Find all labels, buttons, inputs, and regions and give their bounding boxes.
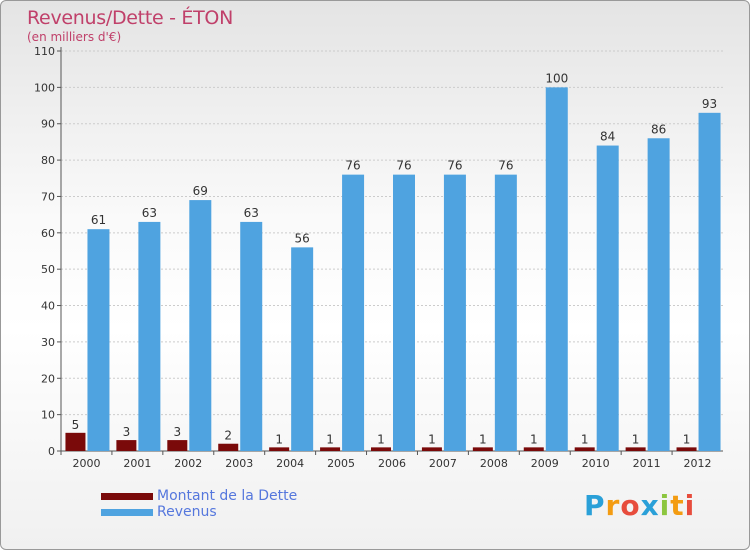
data-label-revenus: 56 [295, 231, 310, 245]
x-tick-label: 2007 [429, 457, 457, 470]
logo-letter: i [684, 489, 696, 522]
logo-letter: i [659, 489, 671, 522]
bar-dette [625, 447, 646, 451]
data-label-dette: 1 [326, 432, 334, 446]
bar-revenus [596, 145, 619, 451]
y-tick-label: 20 [41, 372, 55, 385]
y-tick-label: 90 [41, 118, 55, 131]
bar-dette [269, 447, 290, 451]
data-label-revenus: 76 [396, 159, 411, 173]
data-label-dette: 2 [224, 429, 232, 443]
x-tick-label: 2002 [174, 457, 202, 470]
y-tick-label: 40 [41, 300, 55, 313]
data-label-revenus: 63 [142, 206, 157, 220]
bar-dette [167, 440, 188, 451]
y-tick-label: 70 [41, 190, 55, 203]
data-label-revenus: 93 [702, 97, 717, 111]
x-tick-label: 2011 [633, 457, 661, 470]
y-tick-label: 10 [41, 409, 55, 422]
data-label-revenus: 76 [498, 159, 513, 173]
data-label-dette: 1 [275, 432, 283, 446]
y-tick-label: 110 [34, 45, 55, 58]
y-tick-label: 30 [41, 336, 55, 349]
data-label-revenus: 63 [244, 206, 259, 220]
y-tick-label: 50 [41, 263, 55, 276]
legend-swatch-revenus [101, 509, 153, 516]
bar-revenus [291, 247, 314, 451]
data-label-dette: 1 [530, 432, 538, 446]
data-label-revenus: 69 [193, 184, 208, 198]
y-tick-label: 80 [41, 154, 55, 167]
data-label-revenus: 76 [447, 159, 462, 173]
proxiti-logo: Proxiti [584, 489, 695, 522]
bar-revenus [494, 174, 517, 452]
bar-dette [676, 447, 697, 451]
data-label-dette: 1 [683, 432, 691, 446]
bar-revenus [342, 174, 365, 452]
data-label-revenus: 61 [91, 213, 106, 227]
x-tick-label: 2009 [531, 457, 559, 470]
x-tick-label: 2005 [327, 457, 355, 470]
x-tick-label: 2012 [684, 457, 712, 470]
x-tick-label: 2003 [225, 457, 253, 470]
data-label-dette: 5 [72, 418, 80, 432]
bar-dette [523, 447, 544, 451]
data-label-dette: 1 [632, 432, 640, 446]
chart-subtitle: (en milliers d'€) [27, 30, 122, 44]
bar-dette [421, 447, 442, 451]
bar-revenus [443, 174, 466, 452]
data-label-revenus: 76 [345, 159, 360, 173]
logo-letter: r [605, 489, 621, 522]
bar-dette [116, 440, 137, 451]
legend-label-revenus: Revenus [157, 504, 217, 520]
x-tick-label: 2008 [480, 457, 508, 470]
bar-dette [65, 432, 86, 451]
y-tick-label: 100 [34, 81, 55, 94]
chart-title: Revenus/Dette - ÉTON [27, 7, 233, 29]
logo-letter: P [584, 489, 606, 522]
data-label-revenus: 100 [545, 71, 568, 85]
x-tick-label: 2004 [276, 457, 304, 470]
logo-letter: o [620, 489, 641, 522]
legend-label-dette: Montant de la Dette [157, 488, 298, 504]
x-tick-label: 2010 [582, 457, 610, 470]
bar-revenus [189, 200, 212, 451]
bar-dette [371, 447, 391, 451]
logo-letter: x [640, 489, 660, 522]
data-label-dette: 3 [123, 425, 131, 439]
bar-revenus [87, 229, 110, 451]
bar-revenus [240, 221, 263, 451]
data-label-revenus: 84 [600, 130, 615, 144]
data-label-dette: 1 [428, 432, 436, 446]
data-label-dette: 1 [581, 432, 589, 446]
data-label-dette: 1 [479, 432, 487, 446]
bar-dette [574, 447, 595, 451]
y-tick-label: 60 [41, 227, 55, 240]
x-tick-label: 2006 [378, 457, 406, 470]
bar-revenus [545, 87, 568, 451]
data-label-dette: 3 [173, 425, 181, 439]
bar-dette [472, 447, 493, 451]
bar-revenus [138, 221, 161, 451]
bar-revenus [698, 112, 721, 452]
bar-dette [218, 443, 239, 451]
legend-swatch-dette [101, 493, 153, 500]
x-tick-label: 2001 [123, 457, 151, 470]
y-tick-label: 0 [48, 445, 55, 458]
bar-dette [320, 447, 341, 451]
bar-revenus [393, 174, 415, 452]
data-label-revenus: 86 [651, 122, 666, 136]
logo-letter: t [670, 489, 685, 522]
bar-revenus [647, 138, 670, 452]
data-label-dette: 1 [377, 432, 385, 446]
x-tick-label: 2000 [72, 457, 100, 470]
